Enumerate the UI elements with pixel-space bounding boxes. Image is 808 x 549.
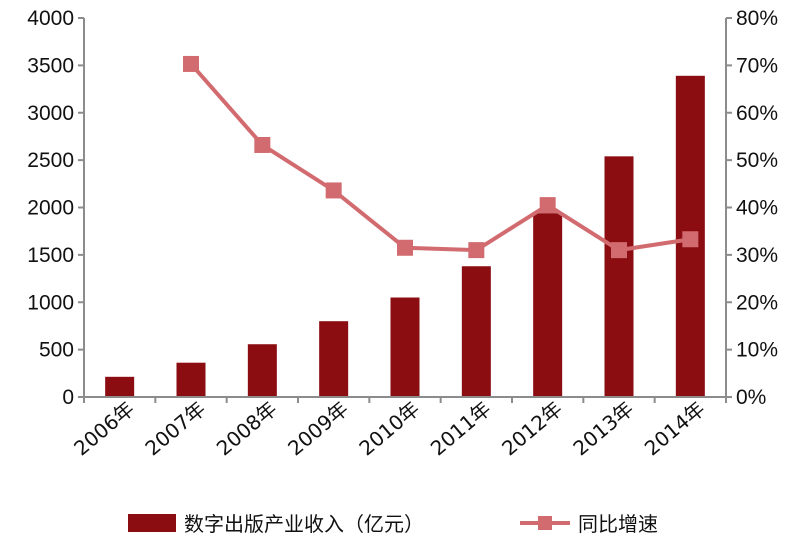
x-tick-label: 2009年 <box>283 396 353 460</box>
bar <box>176 362 206 397</box>
right-tick-label: 60% <box>736 102 778 125</box>
left-tick-label: 2500 <box>27 149 74 172</box>
line-point-marker <box>397 239 413 256</box>
left-tick-label: 1000 <box>27 291 74 314</box>
x-tick-label: 2010年 <box>354 396 424 460</box>
x-tick-label: 2014年 <box>640 396 710 460</box>
bar <box>247 344 277 397</box>
line-point-marker <box>611 242 627 259</box>
legend: 数字出版产业收入（亿元） 同比增速 <box>128 512 658 536</box>
legend-bar-label: 数字出版产业收入（亿元） <box>184 512 424 536</box>
bar <box>604 156 634 397</box>
right-tick-label: 20% <box>736 291 778 314</box>
bar <box>461 266 491 397</box>
bar <box>319 321 349 397</box>
growth-line <box>189 62 691 253</box>
right-tick-label: 40% <box>736 197 778 220</box>
left-tick-label: 1500 <box>27 244 74 267</box>
right-tick-label: 30% <box>736 244 778 267</box>
right-tick-label: 50% <box>736 149 778 172</box>
line-point-marker <box>539 197 556 214</box>
left-tick-label: 500 <box>39 339 74 362</box>
left-tick-label: 2000 <box>27 197 74 220</box>
line-point-marker <box>183 55 199 72</box>
x-tick-label: 2013年 <box>568 396 638 460</box>
x-tick-label: 2008年 <box>212 396 282 460</box>
left-tick-label: 3000 <box>27 102 74 125</box>
legend-bar-swatch <box>128 514 176 532</box>
right-tick-label: 70% <box>736 54 778 77</box>
bar <box>533 213 563 397</box>
line-point-marker <box>468 242 485 259</box>
line-point-marker <box>325 182 342 199</box>
plot-area <box>105 55 705 398</box>
right-tick-label: 10% <box>736 339 778 362</box>
line-point-marker <box>682 231 699 248</box>
bar <box>105 376 135 397</box>
left-tick-label: 0 <box>62 386 74 409</box>
x-axis: 2006年 2007年 2008年 2009年 2010年 2011年 2012年 2013年… <box>69 396 727 460</box>
x-tick-label: 2011年 <box>426 396 496 460</box>
x-tick-label: 2007年 <box>140 396 210 460</box>
line-point-marker <box>254 136 271 153</box>
bar <box>390 297 420 397</box>
x-tick-label: 2012年 <box>497 396 567 460</box>
right-y-axis: 0% 10% 20% 30% 40% 50% 60% 70% 80% <box>725 7 778 409</box>
left-tick-label: 4000 <box>27 7 74 30</box>
legend-line-marker <box>538 516 552 530</box>
left-y-axis: 0 500 1000 1500 2000 2500 3000 3500 4000 <box>27 7 85 409</box>
right-tick-label: 0% <box>736 386 766 409</box>
right-tick-label: 80% <box>736 7 778 30</box>
legend-line-label: 同比增速 <box>578 512 658 536</box>
x-tick-label: 2006年 <box>69 396 139 460</box>
left-tick-label: 3500 <box>27 54 74 77</box>
